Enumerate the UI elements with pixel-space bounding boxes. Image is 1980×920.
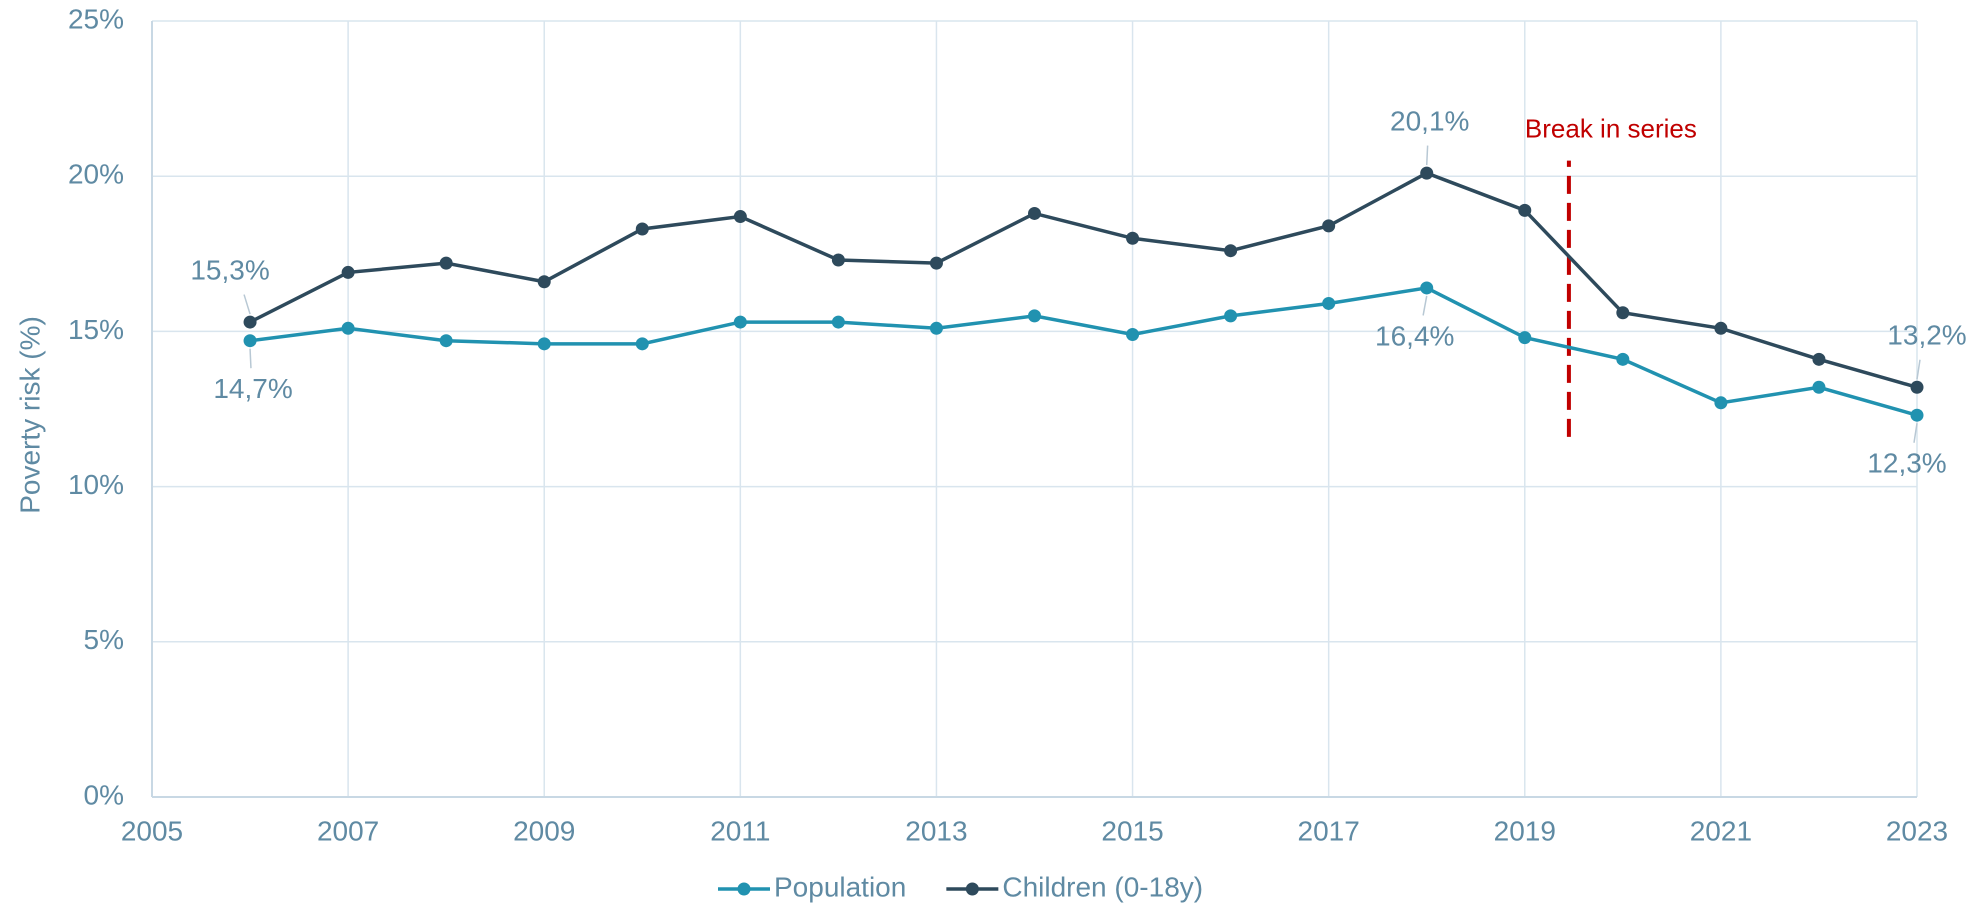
x-tick-label: 2013 [905,815,967,846]
point [1616,306,1630,320]
point [1224,309,1238,323]
point [929,256,943,270]
point [1126,328,1140,342]
y-tick-label: 20% [68,159,124,190]
point [1714,321,1728,335]
point [1322,296,1336,310]
point [537,275,551,289]
point [1420,166,1434,180]
data-label: 20,1% [1390,105,1469,136]
point [635,222,649,236]
point [1518,331,1532,345]
point [635,337,649,351]
legend-label: Population [774,871,906,902]
point [439,256,453,270]
legend-marker [965,882,979,896]
point [341,265,355,279]
point [341,321,355,335]
label-leader [243,294,251,315]
point [1420,281,1434,295]
label-leader [1422,295,1428,316]
data-label: 16,4% [1375,320,1454,351]
y-tick-label: 25% [68,3,124,34]
y-tick-label: 0% [84,779,124,810]
point [831,253,845,267]
x-tick-label: 2019 [1494,815,1556,846]
point [1224,244,1238,258]
point [439,334,453,348]
y-tick-label: 10% [68,469,124,500]
y-tick-label: 5% [84,624,124,655]
point [831,315,845,329]
label-leader [1913,423,1918,443]
x-tick-label: 2017 [1298,815,1360,846]
x-tick-label: 2007 [317,815,379,846]
point [537,337,551,351]
x-tick-label: 2009 [513,815,575,846]
data-label: 12,3% [1867,448,1946,479]
x-tick-label: 2021 [1690,815,1752,846]
point [1126,231,1140,245]
point [733,210,747,224]
point [929,321,943,335]
x-tick-label: 2005 [121,815,183,846]
series-line [249,171,1918,389]
series-line [249,286,1918,417]
x-tick-label: 2015 [1101,815,1163,846]
point [733,315,747,329]
annotation: Break in series [1525,114,1697,144]
label-leader [1916,359,1921,380]
data-label: 13,2% [1887,320,1966,351]
data-label: 14,7% [213,373,292,404]
point [243,315,257,329]
y-axis-label: Poverty risk (%) [14,316,45,514]
legend-marker [737,882,751,896]
legend-label: Children (0-18y) [1002,871,1203,902]
point [1028,206,1041,220]
x-tick-label: 2023 [1886,815,1948,846]
point [1812,380,1826,394]
data-label: 15,3% [190,254,269,285]
label-leader [249,348,252,369]
x-tick-label: 2011 [710,815,770,846]
label-leader [1425,145,1429,166]
point [1518,203,1532,217]
point [243,334,257,348]
point [1714,396,1728,410]
point [1910,408,1924,422]
point [1322,219,1336,233]
point [1910,380,1924,394]
point [1812,352,1826,366]
y-tick-label: 15% [68,314,124,345]
point [1028,309,1041,323]
point [1616,352,1630,366]
